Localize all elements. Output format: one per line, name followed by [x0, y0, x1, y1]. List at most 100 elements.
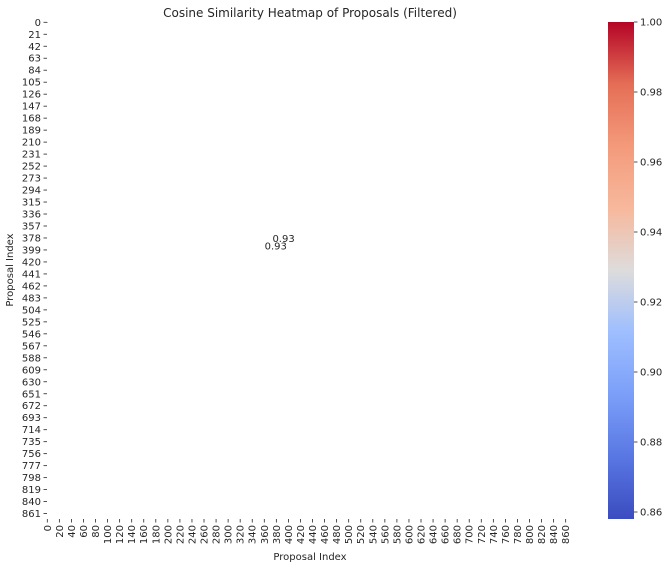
y-tick-label: 672: [22, 401, 41, 412]
y-tick-label: 756: [22, 449, 41, 460]
y-tick-label: 357: [22, 221, 41, 232]
x-tick-label: 240: [187, 525, 198, 544]
colorbar-tick-label: 0.90: [640, 368, 662, 379]
x-tick-label: 200: [163, 525, 174, 544]
x-tick-label: 560: [380, 525, 391, 544]
y-tick-label: 630: [22, 377, 41, 388]
x-tick-label: 320: [236, 525, 247, 544]
y-tick-label: 483: [22, 293, 41, 304]
y-tick-label: 840: [22, 497, 41, 508]
y-tick-label: 651: [22, 389, 41, 400]
y-tick-label: 714: [22, 425, 41, 436]
y-tick-label: 105: [22, 78, 41, 89]
y-tick-label: 147: [22, 102, 41, 113]
x-tick-label: 220: [175, 525, 186, 544]
x-tick-label: 180: [151, 525, 162, 544]
x-tick-label: 580: [392, 525, 403, 544]
x-tick-label: 720: [477, 525, 488, 544]
y-tick-label: 777: [22, 461, 41, 472]
x-tick-label: 840: [549, 525, 560, 544]
y-tick-label: 63: [28, 54, 41, 65]
colorbar-tick-label: 0.94: [640, 228, 662, 239]
x-tick-label: 0: [43, 525, 54, 531]
y-tick-label: 798: [22, 473, 41, 484]
x-tick-label: 540: [368, 525, 379, 544]
y-tick-label: 420: [22, 257, 41, 268]
y-tick-label: 210: [22, 138, 41, 149]
x-tick-label: 100: [103, 525, 114, 544]
y-tick-label: 294: [22, 186, 41, 197]
x-tick-label: 640: [429, 525, 440, 544]
y-tick-label: 546: [22, 329, 41, 340]
y-tick-label: 168: [22, 114, 41, 125]
x-tick-label: 460: [320, 525, 331, 544]
x-tick-label: 700: [465, 525, 476, 544]
x-tick-label: 500: [344, 525, 355, 544]
y-tick-label: 819: [22, 485, 41, 496]
y-tick-label: 126: [22, 90, 41, 101]
x-tick-label: 860: [561, 525, 572, 544]
x-tick-label: 120: [115, 525, 126, 544]
x-tick-label: 480: [332, 525, 343, 544]
colorbar-tick-label: 0.88: [640, 438, 662, 449]
heatmap-plot-area: [47, 22, 572, 519]
x-tick-label: 600: [404, 525, 415, 544]
x-tick-label: 440: [308, 525, 319, 544]
y-tick-label: 252: [22, 162, 41, 173]
x-tick-label: 740: [489, 525, 500, 544]
x-tick-label: 340: [248, 525, 259, 544]
y-axis-ticks: 0214263841051261471681892102312522732943…: [22, 18, 47, 520]
y-tick-label: 315: [22, 198, 41, 209]
x-tick-label: 280: [212, 525, 223, 544]
y-tick-label: 525: [22, 317, 41, 328]
heatmap-cells: 0.930.93: [47, 22, 295, 252]
cell-value-label: 0.93: [265, 241, 287, 252]
colorbar-tick-label: 0.92: [640, 298, 662, 309]
cell-value-label: 0.93: [272, 234, 294, 245]
x-tick-label: 380: [272, 525, 283, 544]
x-tick-label: 20: [55, 525, 66, 538]
x-tick-label: 160: [139, 525, 150, 544]
x-tick-label: 80: [91, 525, 102, 538]
x-tick-label: 520: [356, 525, 367, 544]
y-axis-label: Proposal Index: [5, 233, 16, 306]
x-tick-label: 300: [224, 525, 235, 544]
colorbar: [608, 22, 634, 519]
x-tick-label: 820: [537, 525, 548, 544]
y-tick-label: 399: [22, 245, 41, 256]
x-tick-label: 620: [417, 525, 428, 544]
y-tick-label: 21: [28, 30, 41, 41]
heatmap-cell: [275, 245, 277, 247]
x-tick-label: 800: [525, 525, 536, 544]
colorbar-tick-label: 0.96: [640, 158, 662, 169]
y-tick-label: 273: [22, 174, 41, 185]
y-tick-label: 567: [22, 341, 41, 352]
y-tick-label: 231: [22, 150, 41, 161]
colorbar-ticks: 0.86 0.88 0.90 0.92 0.94 0.96 0.98 1.00: [634, 18, 662, 519]
colorbar-tick-label: 0.86: [640, 508, 662, 519]
y-tick-label: 378: [22, 233, 41, 244]
x-tick-label: 420: [296, 525, 307, 544]
colorbar-tick-label: 1.00: [640, 18, 662, 29]
x-tick-label: 680: [453, 525, 464, 544]
y-tick-label: 84: [28, 66, 41, 77]
x-tick-label: 780: [513, 525, 524, 544]
y-tick-label: 441: [22, 269, 41, 280]
x-tick-label: 400: [284, 525, 295, 544]
y-tick-label: 42: [28, 42, 41, 53]
x-axis-ticks: 0 20 40 60 80 100 120 140 160 180 200 220 240 260 280 3…: [43, 519, 572, 544]
y-tick-label: 588: [22, 353, 41, 364]
x-tick-label: 40: [67, 525, 78, 538]
x-tick-label: 60: [79, 525, 90, 538]
y-tick-label: 861: [22, 509, 41, 520]
colorbar-tick-label: 0.98: [640, 88, 662, 99]
x-tick-label: 140: [127, 525, 138, 544]
x-tick-label: 760: [501, 525, 512, 544]
y-tick-label: 0: [35, 18, 41, 29]
heatmap-cell: [283, 238, 284, 239]
x-tick-label: 360: [260, 525, 271, 544]
x-tick-label: 260: [200, 525, 211, 544]
x-tick-label: 660: [441, 525, 452, 544]
chart-title: Cosine Similarity Heatmap of Proposals (…: [163, 6, 457, 20]
